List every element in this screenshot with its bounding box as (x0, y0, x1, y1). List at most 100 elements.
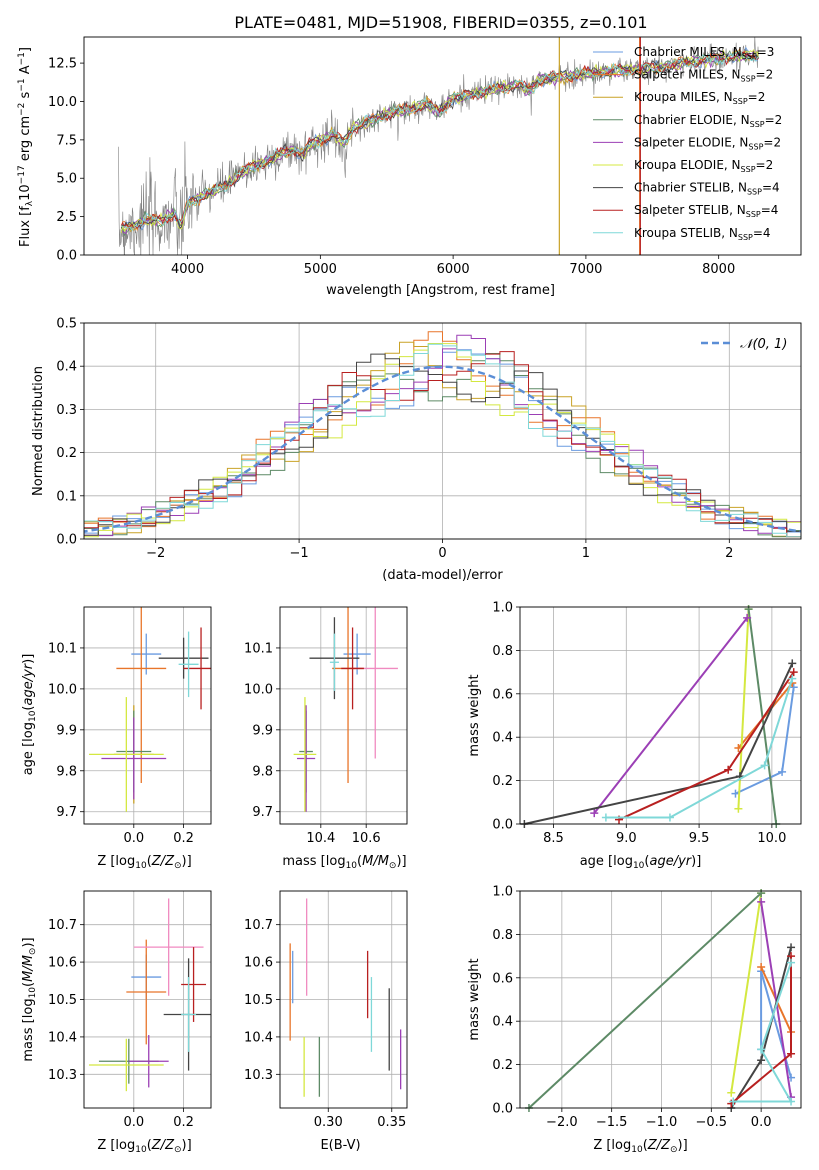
spectrum-ylabel-part: erg cm (18, 116, 33, 165)
residuals-xlabel: (data-model)/error (382, 568, 503, 583)
weight_vs_age-series-marker (789, 683, 798, 692)
legend-label-sub: SSP (741, 165, 756, 174)
spectrum-xtick-label: 5000 (304, 262, 337, 277)
mass_vs_EBV-xtick-label: 0.30 (314, 1115, 343, 1130)
spectrum-legend-label: Salpeter MILES, NSSP=2 (634, 68, 773, 84)
weight_vs_Z-xtick-label: −0.5 (696, 1115, 728, 1130)
legend-label-tail: =4 (762, 181, 780, 195)
legend-label-sub: SSP (733, 97, 748, 106)
spectrum-ylabel-part: −1 (17, 78, 27, 91)
spectrum-legend-label: Chabrier STELIB, NSSP=4 (634, 181, 780, 197)
weight_vs_age-xtick-label: 8.5 (543, 831, 564, 846)
legend-label-text: Salpeter STELIB, N (634, 203, 746, 217)
spectrum-xtick-label: 6000 (437, 262, 470, 277)
legend-label-sub: SSP (746, 210, 761, 219)
spectrum-model-line (120, 50, 759, 230)
age_vs_mass-panel: 10.4 10.6 9.7 9.8 9.9 10.0 10.1 mass [log10(M/M… (244, 606, 408, 871)
weight_vs_Z-series-line (733, 962, 793, 1103)
spectrum-xtick-label: 4000 (171, 262, 204, 277)
age_vs_mass-ytick-label: 9.8 (252, 764, 273, 779)
axis-label-text: Z [log (97, 854, 135, 869)
age_vs_mass-xtick-label: 10.6 (352, 831, 381, 846)
axis-label: mass [log10(M/M⊙)] (282, 854, 406, 871)
spectrum-ylabel-part: −2 (17, 103, 27, 116)
weight_vs_age-ytick-label: 0.8 (492, 644, 513, 659)
axis-label-math: ⊙ (28, 948, 38, 956)
residuals-ylabel: Normed distribution (31, 366, 46, 496)
age_vs_Z-xtick-label: 0.0 (123, 831, 144, 846)
spectrum-ylabel-part: λ (25, 200, 35, 206)
weight_vs_Z-series-marker (757, 897, 766, 906)
spectrum-legend-label: Chabrier ELODIE, NSSP=2 (634, 113, 782, 129)
axis-label: age [log10(age/yr)] (580, 854, 702, 871)
weight_vs_age-xtick-label: 9.0 (616, 831, 637, 846)
mass_vs_EBV-frame (279, 890, 408, 1109)
age_vs_Z-ytick-label: 10.1 (48, 641, 77, 656)
age_vs_mass-xtick-label: 10.4 (306, 831, 335, 846)
spectrum-ylabel-part: −1 (17, 52, 27, 65)
mass_vs_Z-panel: 0.0 0.210.310.410.510.610.7Z [log10(Z/Z⊙)… (21, 890, 212, 1155)
legend-label-sub: SSP (738, 233, 753, 242)
axis-label-math: 10 (346, 861, 358, 871)
weight_vs_age-series-marker (734, 804, 743, 813)
axis-label-text: mass [log (21, 998, 36, 1061)
spectrum-legend-label: Chabrier MILES, NSSP=3 (634, 45, 774, 61)
spectrum-ylabel-part: A (18, 65, 33, 78)
age_vs_Z-ytick-label: 9.9 (56, 723, 77, 738)
legend-label-sub: SSP (750, 120, 765, 129)
axis-label-math: ( (147, 1138, 152, 1153)
residuals-xtick-label: 1 (582, 546, 590, 561)
axis-label-math: )] (691, 854, 701, 869)
weight_vs_age-series-line (593, 617, 748, 814)
spectrum-ylabel-part: Flux [f (18, 206, 33, 247)
mass_vs_Z-frame (83, 890, 212, 1109)
age_vs_Z-xtick-label: 0.2 (173, 831, 194, 846)
weight_vs_Z-ytick-label: 1.0 (492, 885, 513, 900)
axis-label-math: ( (644, 854, 649, 869)
spectrum-ytick-label: 7.5 (56, 133, 77, 148)
spectrum-xtick-label: 8000 (702, 262, 735, 277)
legend-label-sub: SSP (741, 75, 756, 84)
panels: 4000 5000 6000 7000 80000.02.55.07.510.012.5… (17, 36, 802, 1155)
weight_vs_age-panel: 8.5 9.0 9.5 10.0 0.0 0.2 0.4 0.6 0.8 1.0 mass weig… (467, 601, 802, 871)
legend-label-text: Kroupa STELIB, N (634, 226, 738, 240)
legend-label-text: Chabrier ELODIE, N (634, 113, 750, 127)
mass_vs_EBV-ytick-label: 10.5 (244, 993, 273, 1008)
axis-label-math: age/yr (21, 662, 36, 705)
axis-label-math: age/yr (649, 854, 692, 869)
weight_vs_Z-series-line (760, 901, 792, 1098)
axis-label: age [log10(age/yr)] (21, 654, 38, 776)
legend-label-text: Salpeter MILES, N (634, 68, 741, 82)
axis-label-math: ⊙ (670, 1145, 678, 1155)
weight_vs_age-series-marker (778, 767, 787, 776)
legend-label-sub: SSP (747, 188, 762, 197)
weight_vs_Z-series-marker (727, 1088, 736, 1097)
legend-label-text: Salpeter ELODIE, N (634, 135, 748, 149)
weight_vs_age-series-marker (724, 765, 733, 774)
mass_vs_Z-ytick-label: 10.5 (48, 993, 77, 1008)
axis-label-math: ⊙ (389, 861, 397, 871)
weight_vs_Z-series-line (730, 893, 763, 1093)
mass-ebv-xlabel: E(B-V) (320, 1138, 360, 1153)
weight_vs_age-ytick-label: 0.4 (492, 731, 513, 746)
axis-label-text: Z [log (593, 1138, 631, 1153)
weight_vs_Z-series-marker (787, 943, 796, 952)
axis-label-math: 10 (28, 710, 38, 722)
weight_vs_Z-ytick-label: 0.4 (492, 1015, 513, 1030)
weight_vs_age-xtick-label: 10.0 (757, 831, 786, 846)
spectrum-ytick-label: 0.0 (56, 249, 77, 264)
weight_vs_Z-series-marker (787, 958, 796, 967)
spectrum-ylabel-part: −17 (17, 165, 27, 184)
weight_vs_Z-series-marker (787, 1049, 796, 1058)
mass_vs_EBV-xtick-label: 0.35 (377, 1115, 406, 1130)
residuals-xtick-label: 2 (725, 546, 733, 561)
axis-label-math: M/M (21, 955, 36, 982)
axis-label-math: Z/Z (647, 1138, 671, 1153)
legend-label-tail: =2 (756, 158, 774, 172)
weight_vs_age-series-marker (665, 813, 674, 822)
spectrum-legend-label: Kroupa STELIB, NSSP=4 (634, 226, 771, 242)
mass_vs_Z-plot-area (88, 898, 211, 1092)
weight_vs_age-series-line (524, 662, 794, 825)
